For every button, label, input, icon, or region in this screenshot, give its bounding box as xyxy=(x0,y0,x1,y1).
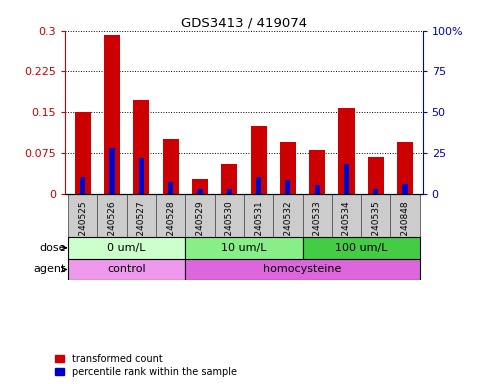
Bar xyxy=(185,194,214,237)
Bar xyxy=(68,194,98,237)
Bar xyxy=(273,194,302,237)
Bar xyxy=(127,194,156,237)
Text: GSM240529: GSM240529 xyxy=(196,200,204,255)
Bar xyxy=(397,142,413,194)
Text: GSM240527: GSM240527 xyxy=(137,200,146,255)
Bar xyxy=(110,148,115,194)
Bar xyxy=(168,182,173,194)
Bar xyxy=(368,157,384,194)
Bar xyxy=(163,139,179,194)
Text: GSM240528: GSM240528 xyxy=(166,200,175,255)
Bar xyxy=(302,237,420,258)
Bar xyxy=(402,184,408,194)
Bar xyxy=(156,194,185,237)
Bar xyxy=(104,35,120,194)
Bar xyxy=(280,142,296,194)
Bar xyxy=(390,194,420,237)
Text: GSM240526: GSM240526 xyxy=(108,200,116,255)
Text: GSM240848: GSM240848 xyxy=(400,200,410,255)
Text: 0 um/L: 0 um/L xyxy=(108,243,146,253)
Bar xyxy=(68,258,185,280)
Bar xyxy=(139,158,144,194)
Bar xyxy=(227,189,232,194)
Bar xyxy=(133,100,149,194)
Bar xyxy=(314,185,320,194)
Text: agent: agent xyxy=(33,265,66,275)
Text: 100 um/L: 100 um/L xyxy=(335,243,387,253)
Text: homocysteine: homocysteine xyxy=(263,265,341,275)
Bar xyxy=(185,258,420,280)
Text: GSM240530: GSM240530 xyxy=(225,200,234,255)
Text: dose: dose xyxy=(39,243,66,253)
Title: GDS3413 / 419074: GDS3413 / 419074 xyxy=(181,17,307,30)
Bar xyxy=(98,194,127,237)
Bar xyxy=(332,194,361,237)
Text: GSM240531: GSM240531 xyxy=(254,200,263,255)
Text: 10 um/L: 10 um/L xyxy=(221,243,267,253)
Bar xyxy=(192,179,208,194)
Bar xyxy=(251,126,267,194)
Text: GSM240532: GSM240532 xyxy=(284,200,292,255)
Bar xyxy=(68,237,185,258)
Bar xyxy=(214,194,244,237)
Text: GSM240534: GSM240534 xyxy=(342,200,351,255)
Text: GSM240535: GSM240535 xyxy=(371,200,380,255)
Bar xyxy=(198,189,202,194)
Bar xyxy=(75,112,91,194)
Bar xyxy=(344,164,349,194)
Bar xyxy=(185,237,302,258)
Bar xyxy=(221,164,237,194)
Bar xyxy=(361,194,390,237)
Text: control: control xyxy=(107,265,146,275)
Text: GSM240525: GSM240525 xyxy=(78,200,87,255)
Bar xyxy=(339,108,355,194)
Bar xyxy=(256,177,261,194)
Bar xyxy=(302,194,332,237)
Bar xyxy=(285,180,290,194)
Bar xyxy=(244,194,273,237)
Legend: transformed count, percentile rank within the sample: transformed count, percentile rank withi… xyxy=(53,353,239,379)
Bar xyxy=(309,150,325,194)
Bar xyxy=(80,177,85,194)
Bar xyxy=(373,189,378,194)
Text: GSM240533: GSM240533 xyxy=(313,200,322,255)
